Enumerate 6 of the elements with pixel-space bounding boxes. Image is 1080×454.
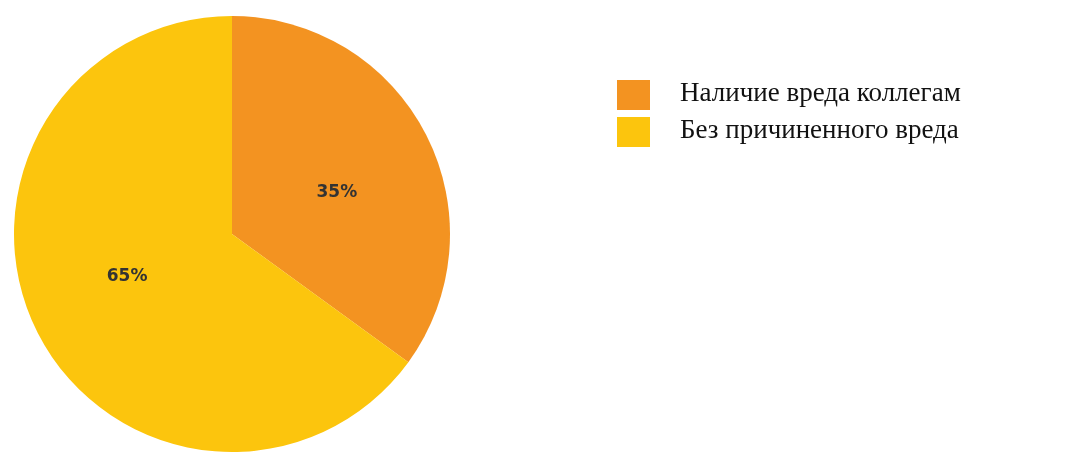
pie-slice — [232, 16, 450, 363]
data-label: 65% — [106, 265, 148, 286]
data-label: 35% — [316, 180, 358, 201]
pie-slice — [14, 16, 409, 452]
legend-label: Наличие вреда коллегам — [680, 77, 961, 108]
legend-label: Без причиненного вреда — [680, 114, 959, 145]
